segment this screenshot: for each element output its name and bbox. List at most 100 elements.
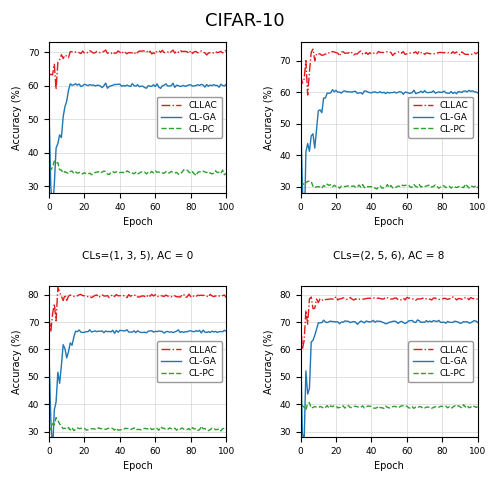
Y-axis label: Accuracy (%): Accuracy (%) [12, 85, 22, 150]
CL-PC [425, 404, 431, 410]
X-axis label: Epoch: Epoch [122, 461, 152, 471]
CL-GA [103, 80, 109, 86]
CL-GA [475, 320, 481, 326]
CL-PC [193, 172, 199, 178]
CL-GA [330, 87, 336, 93]
CLLAC [425, 296, 431, 302]
X-axis label: Epoch: Epoch [374, 217, 404, 227]
CL-GA [406, 318, 412, 324]
CL-PC [60, 170, 66, 176]
CLLAC [345, 296, 351, 302]
CL-GA [301, 438, 307, 444]
CL-PC [374, 186, 380, 192]
CL-GA [301, 236, 307, 242]
CLLAC [156, 293, 162, 299]
CL-PC [408, 405, 414, 411]
CL-PC [307, 400, 313, 406]
CL-GA [345, 89, 351, 95]
Line: CL-PC: CL-PC [300, 403, 478, 410]
CL-PC [307, 178, 313, 184]
Line: CL-GA: CL-GA [49, 329, 226, 452]
CL-GA [49, 206, 55, 211]
CLLAC [310, 46, 316, 52]
CL-GA [131, 328, 137, 334]
CLLAC [475, 296, 481, 302]
Line: CL-PC: CL-PC [49, 161, 226, 175]
Line: CLLAC: CLLAC [300, 49, 478, 95]
CLLAC [131, 293, 137, 299]
CLLAC [383, 49, 389, 55]
CL-PC [345, 403, 351, 409]
Legend: CLLAC, CL-GA, CL-PC: CLLAC, CL-GA, CL-PC [408, 97, 473, 138]
Text: CIFAR-10: CIFAR-10 [205, 12, 285, 30]
Line: CL-GA: CL-GA [300, 320, 478, 441]
CLLAC [223, 294, 229, 300]
CL-GA [475, 90, 481, 96]
CL-GA [408, 90, 414, 96]
CL-PC [154, 169, 160, 175]
CL-PC [425, 182, 431, 188]
CLLAC [48, 329, 54, 335]
CLLAC [434, 296, 440, 302]
CLLAC [94, 292, 100, 298]
CL-GA [173, 82, 179, 88]
CL-PC [314, 404, 319, 410]
CL-PC [46, 425, 52, 431]
Line: CL-PC: CL-PC [300, 181, 478, 189]
CL-PC [181, 426, 187, 432]
Line: CLLAC: CLLAC [300, 296, 478, 349]
CLLAC [475, 49, 481, 55]
CL-GA [60, 342, 66, 348]
CL-GA [223, 82, 229, 87]
CL-PC [383, 184, 389, 190]
Legend: CLLAC, CL-GA, CL-PC: CLLAC, CL-GA, CL-PC [157, 341, 221, 382]
CLLAC [129, 50, 135, 56]
CL-PC [129, 426, 135, 432]
CLLAC [173, 294, 179, 300]
Y-axis label: Accuracy (%): Accuracy (%) [264, 329, 274, 394]
CL-PC [343, 183, 349, 189]
CL-PC [172, 425, 178, 431]
CL-GA [182, 83, 188, 89]
CL-PC [475, 185, 481, 191]
Line: CL-GA: CL-GA [300, 90, 478, 239]
CLLAC [223, 47, 229, 53]
X-axis label: Epoch: Epoch [374, 461, 404, 471]
CLLAC [181, 48, 187, 54]
CL-PC [312, 185, 318, 191]
CL-GA [131, 83, 137, 89]
CL-PC [172, 170, 178, 176]
CL-GA [297, 112, 303, 118]
CL-GA [434, 319, 440, 325]
CL-GA [425, 90, 431, 96]
CL-PC [297, 182, 303, 188]
CL-GA [46, 351, 52, 357]
CL-PC [297, 403, 303, 409]
CLLAC [408, 50, 414, 56]
CLLAC [46, 73, 52, 79]
CL-GA [156, 84, 162, 90]
CLLAC [383, 294, 389, 300]
CL-GA [92, 328, 98, 334]
CL-GA [434, 89, 440, 95]
CLLAC [62, 292, 68, 298]
CL-GA [312, 332, 318, 338]
CL-GA [46, 107, 52, 113]
CL-PC [53, 414, 59, 420]
Text: CLs=(1, 3, 5), AC = 0: CLs=(1, 3, 5), AC = 0 [82, 250, 193, 260]
CL-GA [425, 319, 431, 325]
CLLAC [154, 48, 160, 54]
CL-GA [156, 328, 162, 334]
CL-PC [434, 404, 440, 410]
CL-PC [223, 171, 229, 177]
CLLAC [182, 294, 188, 300]
CLLAC [333, 293, 339, 299]
Y-axis label: Accuracy (%): Accuracy (%) [12, 329, 22, 394]
Line: CL-GA: CL-GA [49, 83, 226, 208]
CL-PC [92, 169, 98, 175]
CL-GA [223, 328, 229, 334]
CLLAC [305, 92, 311, 98]
CLLAC [55, 285, 61, 290]
CL-GA [383, 90, 389, 96]
CL-PC [60, 426, 66, 432]
